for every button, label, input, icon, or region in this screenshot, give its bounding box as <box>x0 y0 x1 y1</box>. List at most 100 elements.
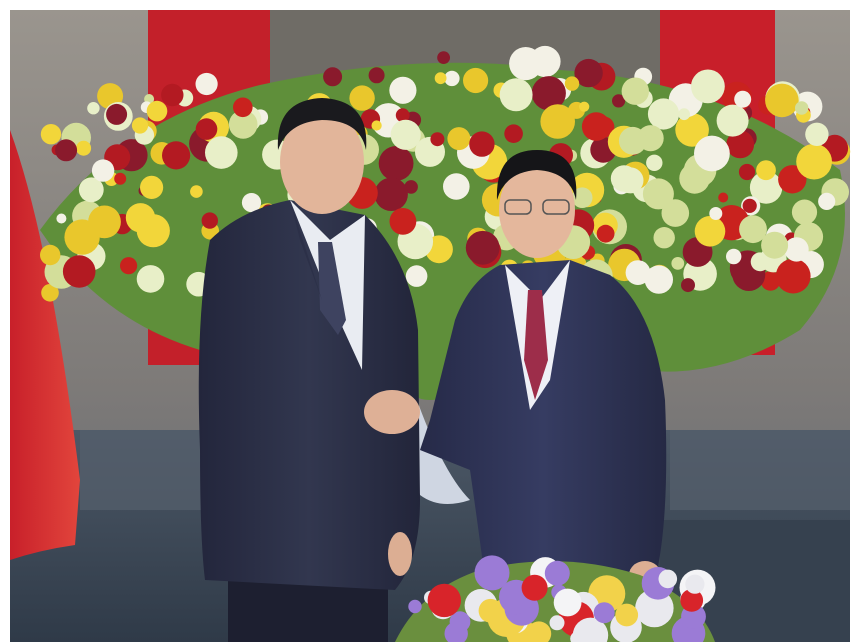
bloom <box>796 143 832 180</box>
bloom <box>679 163 710 194</box>
bloom <box>140 175 164 199</box>
bloom <box>41 284 59 302</box>
bloom <box>125 203 156 233</box>
face <box>280 110 364 214</box>
bloom <box>88 205 121 239</box>
bloom <box>405 265 428 287</box>
bloom <box>323 67 343 87</box>
suit <box>420 260 667 580</box>
bloom <box>78 177 104 203</box>
bloom <box>750 252 770 272</box>
bloom <box>671 257 685 270</box>
bloom <box>56 213 67 224</box>
ribbon <box>408 380 470 504</box>
bloom <box>784 237 809 262</box>
bloom <box>726 130 755 159</box>
bloom <box>761 231 789 259</box>
wall-panel <box>670 430 850 510</box>
bloom <box>389 208 417 235</box>
bloom <box>465 230 500 265</box>
bloom <box>521 574 548 601</box>
bloom <box>469 131 495 157</box>
bloom <box>739 215 767 244</box>
bloom <box>716 104 749 137</box>
bloom <box>114 172 127 185</box>
bloom <box>756 160 776 181</box>
bloom <box>570 631 585 642</box>
bloom <box>625 260 651 285</box>
lapel <box>290 200 322 300</box>
bloom <box>544 560 570 586</box>
bloom <box>353 95 364 106</box>
handshake <box>364 390 420 434</box>
bloom <box>87 102 100 115</box>
bloom <box>499 78 533 112</box>
bloom <box>681 278 695 293</box>
glasses <box>542 199 570 215</box>
bloom <box>818 192 836 210</box>
bloom <box>463 67 489 94</box>
glasses <box>504 199 532 215</box>
bloom <box>571 187 593 208</box>
bloom <box>447 127 471 151</box>
bloom <box>549 615 565 631</box>
bloom <box>474 555 510 591</box>
bloom <box>427 583 461 618</box>
bloom <box>509 47 543 81</box>
bloom <box>718 192 729 203</box>
bloom <box>201 212 218 229</box>
face <box>499 162 575 258</box>
bloom <box>612 94 626 108</box>
bloom <box>120 257 138 275</box>
bloom <box>615 603 639 627</box>
bloom <box>504 124 523 143</box>
bloom <box>685 574 705 594</box>
bloom <box>646 154 663 171</box>
bloom <box>40 244 61 266</box>
bloom <box>661 199 690 227</box>
bloom <box>434 72 447 85</box>
bloom <box>146 100 168 122</box>
bloom <box>596 224 615 243</box>
bloom <box>564 76 580 91</box>
bloom <box>389 76 417 104</box>
bloom <box>621 77 649 105</box>
bloom <box>76 140 92 156</box>
bloom <box>390 119 421 150</box>
suit <box>198 200 420 590</box>
bloom <box>791 199 818 225</box>
bloom <box>444 70 460 87</box>
bloom <box>404 180 418 194</box>
bloom <box>136 265 165 293</box>
wall-panel <box>80 430 220 510</box>
bloom <box>709 207 723 220</box>
bloom <box>653 227 675 249</box>
bloom <box>531 76 566 111</box>
bloom <box>579 101 590 112</box>
bloom <box>805 122 829 146</box>
bloom <box>680 589 704 612</box>
bloom <box>478 598 503 623</box>
bloom <box>131 117 149 134</box>
hair <box>496 150 577 200</box>
hair <box>277 98 367 150</box>
bloom <box>540 104 575 139</box>
bloom <box>775 258 811 294</box>
bloom <box>647 98 680 130</box>
bloom <box>40 124 62 145</box>
bloom <box>795 101 809 115</box>
bloom <box>526 621 552 642</box>
bloom <box>162 141 191 170</box>
bloom <box>437 51 450 64</box>
bloom <box>553 588 582 617</box>
bloom <box>738 163 756 181</box>
tie <box>318 242 346 335</box>
bloom <box>635 588 674 628</box>
bloom <box>678 108 690 121</box>
bloom <box>55 139 78 162</box>
person-right <box>420 150 667 589</box>
tie <box>524 290 548 400</box>
